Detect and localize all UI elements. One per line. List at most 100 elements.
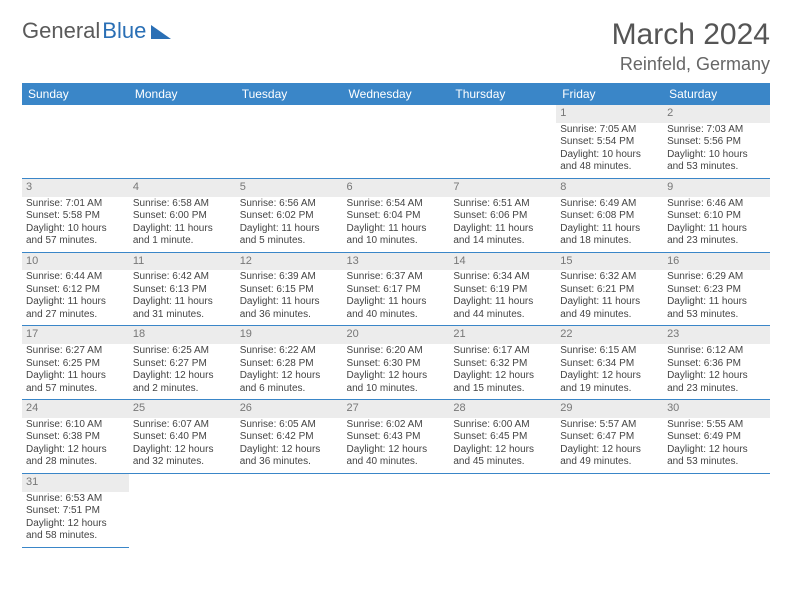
calendar-empty-cell [343, 473, 450, 547]
day-detail-line: Sunrise: 6:29 AM [667, 271, 766, 284]
day-number: 6 [343, 179, 450, 197]
day-detail-line: and 36 minutes. [240, 309, 339, 322]
calendar-day-cell: 27Sunrise: 6:02 AMSunset: 6:43 PMDayligh… [343, 400, 450, 474]
month-title: March 2024 [612, 18, 770, 52]
day-detail-line: Sunrise: 6:44 AM [26, 271, 125, 284]
day-detail-line: and 18 minutes. [560, 235, 659, 248]
day-detail-line: Daylight: 11 hours [133, 223, 232, 236]
calendar-day-cell: 24Sunrise: 6:10 AMSunset: 6:38 PMDayligh… [22, 400, 129, 474]
weekday-header: Sunday [22, 83, 129, 105]
calendar-empty-cell [343, 105, 450, 178]
day-detail-line: and 53 minutes. [667, 309, 766, 322]
weekday-header: Thursday [449, 83, 556, 105]
day-number: 5 [236, 179, 343, 197]
day-detail-line: Sunset: 6:04 PM [347, 210, 446, 223]
calendar-day-cell: 23Sunrise: 6:12 AMSunset: 6:36 PMDayligh… [663, 326, 770, 400]
day-detail-line: Sunset: 6:45 PM [453, 431, 552, 444]
day-detail-line: Sunrise: 6:37 AM [347, 271, 446, 284]
day-detail-line: Sunset: 6:00 PM [133, 210, 232, 223]
day-number: 7 [449, 179, 556, 197]
day-detail-line: Sunrise: 6:05 AM [240, 419, 339, 432]
day-detail-line: Daylight: 11 hours [240, 223, 339, 236]
calendar-day-cell: 21Sunrise: 6:17 AMSunset: 6:32 PMDayligh… [449, 326, 556, 400]
calendar-day-cell: 9Sunrise: 6:46 AMSunset: 6:10 PMDaylight… [663, 178, 770, 252]
day-number: 22 [556, 326, 663, 344]
calendar-day-cell: 31Sunrise: 6:53 AMSunset: 7:51 PMDayligh… [22, 473, 129, 547]
day-number: 14 [449, 253, 556, 271]
day-number: 31 [22, 474, 129, 492]
calendar-day-cell: 17Sunrise: 6:27 AMSunset: 6:25 PMDayligh… [22, 326, 129, 400]
calendar-day-cell: 13Sunrise: 6:37 AMSunset: 6:17 PMDayligh… [343, 252, 450, 326]
day-number: 24 [22, 400, 129, 418]
day-detail-line: Sunrise: 6:39 AM [240, 271, 339, 284]
day-detail-line: Sunrise: 7:03 AM [667, 124, 766, 137]
day-detail-line: Daylight: 11 hours [26, 296, 125, 309]
day-detail-line: and 49 minutes. [560, 456, 659, 469]
calendar-day-cell: 15Sunrise: 6:32 AMSunset: 6:21 PMDayligh… [556, 252, 663, 326]
day-detail-line: Daylight: 11 hours [26, 370, 125, 383]
flag-icon [151, 23, 173, 39]
day-detail-line: Daylight: 10 hours [26, 223, 125, 236]
calendar-body: 1Sunrise: 7:05 AMSunset: 5:54 PMDaylight… [22, 105, 770, 547]
day-detail-line: Daylight: 11 hours [240, 296, 339, 309]
day-number: 10 [22, 253, 129, 271]
day-detail-line: Sunset: 6:32 PM [453, 358, 552, 371]
weekday-header: Wednesday [343, 83, 450, 105]
calendar-day-cell: 3Sunrise: 7:01 AMSunset: 5:58 PMDaylight… [22, 178, 129, 252]
day-detail-line: Sunset: 6:30 PM [347, 358, 446, 371]
day-detail-line: Sunset: 6:13 PM [133, 284, 232, 297]
calendar-empty-cell [449, 105, 556, 178]
day-detail-line: and 23 minutes. [667, 235, 766, 248]
day-detail-line: Sunrise: 6:54 AM [347, 198, 446, 211]
day-detail-line: Daylight: 12 hours [133, 444, 232, 457]
day-detail-line: Sunset: 6:25 PM [26, 358, 125, 371]
day-detail-line: Sunset: 5:56 PM [667, 136, 766, 149]
calendar-week-row: 17Sunrise: 6:27 AMSunset: 6:25 PMDayligh… [22, 326, 770, 400]
calendar-day-cell: 25Sunrise: 6:07 AMSunset: 6:40 PMDayligh… [129, 400, 236, 474]
day-detail-line: Sunrise: 6:27 AM [26, 345, 125, 358]
location: Reinfeld, Germany [612, 54, 770, 75]
calendar-day-cell: 29Sunrise: 5:57 AMSunset: 6:47 PMDayligh… [556, 400, 663, 474]
day-detail-line: Sunrise: 5:55 AM [667, 419, 766, 432]
calendar-day-cell: 20Sunrise: 6:20 AMSunset: 6:30 PMDayligh… [343, 326, 450, 400]
day-detail-line: and 40 minutes. [347, 456, 446, 469]
day-detail-line: and 10 minutes. [347, 235, 446, 248]
day-detail-line: Daylight: 11 hours [667, 296, 766, 309]
day-detail-line: Sunset: 6:28 PM [240, 358, 339, 371]
day-detail-line: Sunrise: 6:32 AM [560, 271, 659, 284]
day-detail-line: Sunset: 6:47 PM [560, 431, 659, 444]
calendar-day-cell: 28Sunrise: 6:00 AMSunset: 6:45 PMDayligh… [449, 400, 556, 474]
calendar-empty-cell [22, 105, 129, 178]
day-number: 8 [556, 179, 663, 197]
day-detail-line: Sunrise: 6:02 AM [347, 419, 446, 432]
calendar-day-cell: 11Sunrise: 6:42 AMSunset: 6:13 PMDayligh… [129, 252, 236, 326]
calendar-week-row: 3Sunrise: 7:01 AMSunset: 5:58 PMDaylight… [22, 178, 770, 252]
calendar-empty-cell [129, 473, 236, 547]
calendar-table: SundayMondayTuesdayWednesdayThursdayFrid… [22, 83, 770, 548]
day-detail-line: Sunset: 6:42 PM [240, 431, 339, 444]
day-detail-line: and 48 minutes. [560, 161, 659, 174]
day-detail-line: Daylight: 12 hours [240, 370, 339, 383]
day-number: 12 [236, 253, 343, 271]
calendar-week-row: 1Sunrise: 7:05 AMSunset: 5:54 PMDaylight… [22, 105, 770, 178]
day-detail-line: and 32 minutes. [133, 456, 232, 469]
day-detail-line: Sunset: 6:10 PM [667, 210, 766, 223]
day-detail-line: Sunrise: 6:34 AM [453, 271, 552, 284]
calendar-empty-cell [129, 105, 236, 178]
day-detail-line: Sunrise: 6:20 AM [347, 345, 446, 358]
day-detail-line: Daylight: 12 hours [240, 444, 339, 457]
day-detail-line: Daylight: 11 hours [347, 223, 446, 236]
day-detail-line: Sunset: 6:02 PM [240, 210, 339, 223]
day-number: 20 [343, 326, 450, 344]
day-detail-line: Sunrise: 6:22 AM [240, 345, 339, 358]
day-detail-line: Sunrise: 6:25 AM [133, 345, 232, 358]
day-number: 27 [343, 400, 450, 418]
day-detail-line: and 19 minutes. [560, 383, 659, 396]
day-detail-line: Sunset: 7:51 PM [26, 505, 125, 518]
calendar-day-cell: 22Sunrise: 6:15 AMSunset: 6:34 PMDayligh… [556, 326, 663, 400]
day-detail-line: Sunset: 5:58 PM [26, 210, 125, 223]
day-detail-line: and 57 minutes. [26, 383, 125, 396]
calendar-day-cell: 14Sunrise: 6:34 AMSunset: 6:19 PMDayligh… [449, 252, 556, 326]
day-detail-line: Sunrise: 6:51 AM [453, 198, 552, 211]
day-detail-line: and 44 minutes. [453, 309, 552, 322]
